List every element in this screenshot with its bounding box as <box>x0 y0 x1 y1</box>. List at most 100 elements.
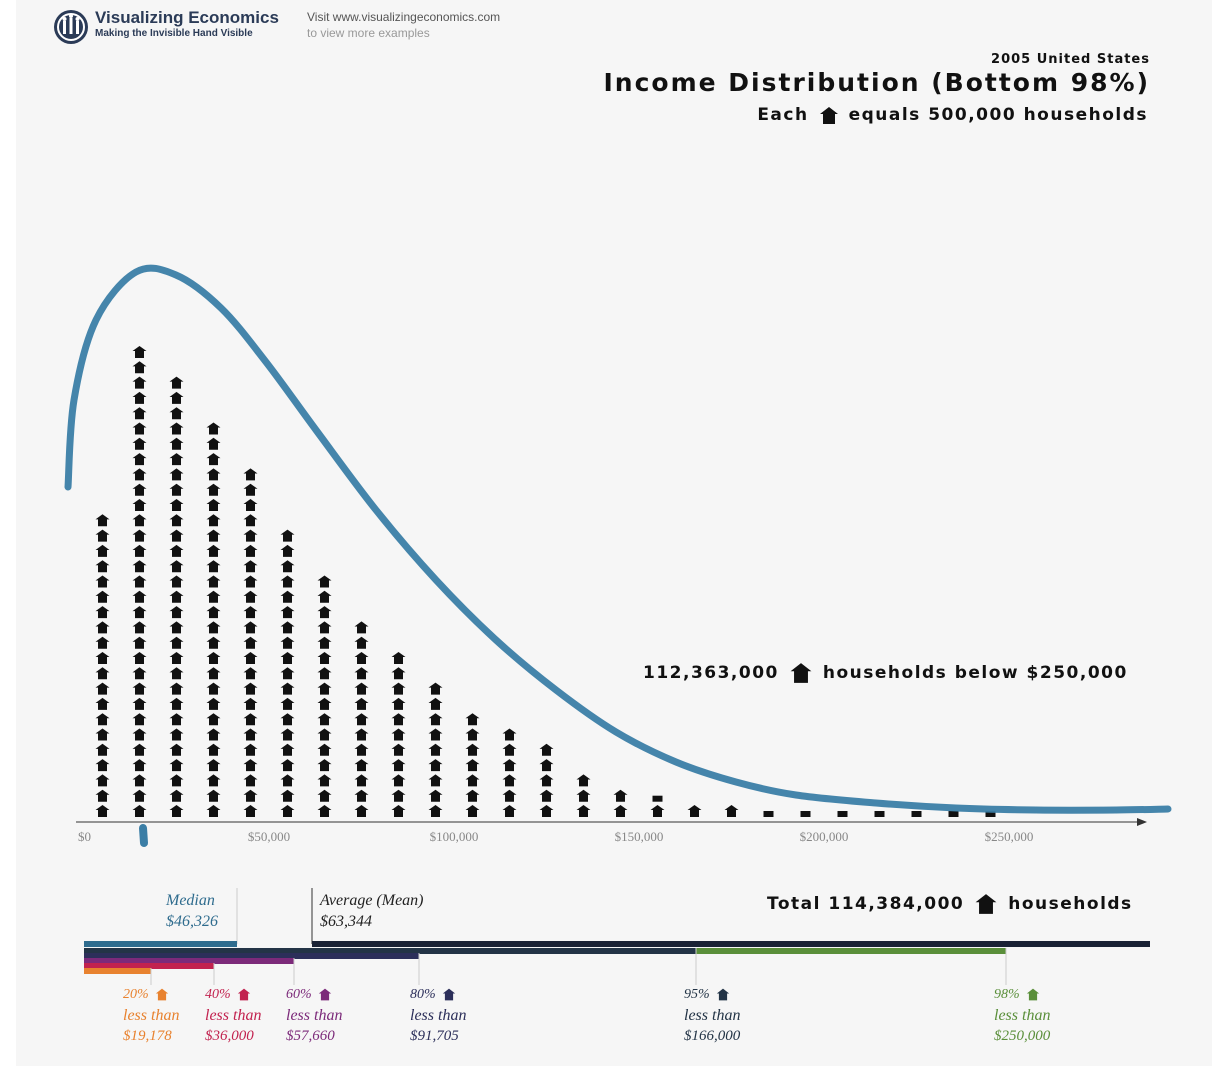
household-icon <box>169 560 184 573</box>
house-icon <box>237 988 250 1001</box>
household-icon <box>280 621 295 634</box>
household-icon <box>132 759 147 772</box>
household-icon <box>280 759 295 772</box>
household-icon <box>502 805 517 817</box>
brand-tagline: Making the Invisible Hand Visible <box>95 28 253 39</box>
household-icon <box>95 560 110 573</box>
percentile-label-98: 98% less than $250,000 <box>994 984 1050 1047</box>
household-icon <box>391 774 406 787</box>
household-icon <box>280 590 295 603</box>
household-icon <box>95 789 110 802</box>
household-icon <box>95 621 110 634</box>
household-icon <box>169 789 184 802</box>
household-icon <box>95 743 110 756</box>
household-icon <box>317 697 332 710</box>
household-icon <box>354 652 369 664</box>
percentile-text: less than <box>205 1007 262 1024</box>
percentile-pct: 95% <box>684 984 740 1005</box>
percentile-value: $91,705 <box>410 1028 459 1044</box>
household-icon <box>132 713 147 726</box>
household-icon <box>317 652 332 664</box>
house-icon <box>318 988 331 1001</box>
household-icon <box>95 667 110 680</box>
house-icon <box>442 988 455 1001</box>
household-icon-partial <box>874 811 885 817</box>
household-icon <box>206 575 221 588</box>
household-icon <box>280 529 295 542</box>
household-icon <box>354 743 369 756</box>
household-icon <box>169 697 184 710</box>
household-icon <box>132 805 147 817</box>
household-icon <box>391 652 406 664</box>
household-icon <box>391 789 406 802</box>
household-icon <box>206 499 221 511</box>
household-icon <box>169 774 184 787</box>
household-icon <box>280 606 295 619</box>
household-icon <box>243 652 258 664</box>
household-icon <box>243 560 258 573</box>
household-icon <box>243 789 258 802</box>
household-icon <box>354 697 369 710</box>
household-icon <box>169 575 184 588</box>
household-icon <box>539 774 554 787</box>
household-icon <box>169 652 184 664</box>
house-icon-shape <box>155 988 168 1001</box>
percentile-value: $36,000 <box>205 1028 254 1044</box>
household-icon <box>243 743 258 756</box>
household-icon <box>465 713 480 726</box>
household-icon <box>391 743 406 756</box>
household-icon <box>206 759 221 772</box>
chart-subtitle: 2005 United States <box>991 52 1150 67</box>
total-households-value: Total 114,384,000 <box>767 894 965 914</box>
household-icon <box>169 453 184 466</box>
household-icon <box>132 376 147 389</box>
household-icon <box>132 590 147 603</box>
percentile-bar <box>84 948 696 954</box>
x-tick-label: $200,000 <box>800 829 849 844</box>
household-icon <box>391 713 406 726</box>
household-icon-partial <box>911 811 922 817</box>
household-icon <box>206 728 221 741</box>
household-icon <box>428 774 443 787</box>
visit-link[interactable]: Visit www.visualizingeconomics.com to vi… <box>307 9 500 41</box>
household-icon <box>206 590 221 603</box>
household-icon <box>317 667 332 680</box>
household-icon <box>169 483 184 496</box>
household-icon <box>465 759 480 772</box>
household-icon <box>317 682 332 695</box>
household-icon <box>280 805 295 817</box>
household-icon <box>132 499 147 511</box>
household-icon <box>539 789 554 802</box>
household-icon <box>243 544 258 557</box>
household-icon <box>206 789 221 802</box>
household-icon <box>280 652 295 664</box>
income-histogram: $0 $50,000 $100,000 $150,000 $200,000 $250,00… <box>64 264 1172 985</box>
household-icon <box>280 697 295 710</box>
household-icon <box>280 774 295 787</box>
mean-value: $63,344 <box>320 913 372 930</box>
household-icon <box>169 805 184 817</box>
household-icon <box>95 514 110 527</box>
household-icon <box>317 743 332 756</box>
household-icon <box>243 697 258 710</box>
household-icon <box>206 697 221 710</box>
household-icon <box>391 682 406 695</box>
household-icon <box>206 606 221 619</box>
percentile-label-40: 40% less than $36,000 <box>205 984 261 1047</box>
median-value: $46,326 <box>166 913 218 930</box>
house-icon <box>790 663 812 683</box>
household-icon <box>132 514 147 527</box>
total-bar <box>312 941 1150 947</box>
mean-label: Average (Mean) <box>320 892 424 909</box>
household-icon <box>95 529 110 542</box>
household-icon <box>428 789 443 802</box>
household-icon <box>428 743 443 756</box>
below-250k-stat: 112,363,000 households below $250,000 <box>643 662 1128 684</box>
household-icon <box>169 759 184 772</box>
household-icon <box>317 636 332 649</box>
household-icon <box>317 590 332 603</box>
household-icon <box>206 514 221 527</box>
household-icon <box>206 422 221 435</box>
house-icon-shape <box>1026 988 1039 1001</box>
household-icon <box>502 759 517 772</box>
